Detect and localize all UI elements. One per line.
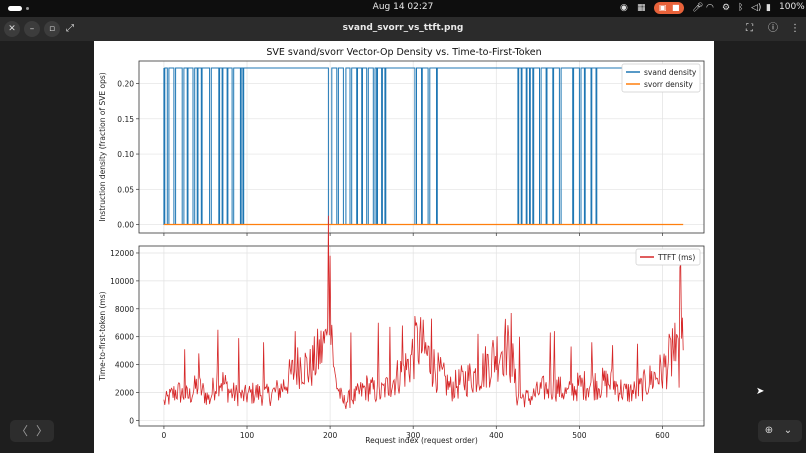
- axes-frame: [138, 245, 705, 427]
- zoom-in-icon: ⊕: [764, 425, 774, 436]
- legend-label-svorr: svorr density: [644, 80, 693, 89]
- y-tick-label: 10000: [110, 277, 134, 286]
- wifi-icon[interactable]: ◠: [706, 3, 714, 13]
- crop-icon: ⛶: [746, 23, 753, 34]
- battery-icon[interactable]: ▮: [766, 3, 771, 13]
- y-tick-label: 6000: [115, 333, 134, 342]
- y-axis-label: Instruction density (fraction of SVE ops…: [98, 72, 107, 221]
- legend-label-svand: svand density: [644, 68, 697, 77]
- next-image-button[interactable]: 〉: [34, 423, 50, 439]
- chevron-down-icon: ⌄: [783, 425, 793, 436]
- settings-icon[interactable]: ⚙: [722, 3, 731, 13]
- y-tick-label: 0.05: [117, 185, 134, 194]
- x-tick-label: 500: [572, 431, 587, 440]
- restore-button[interactable]: ▫: [44, 21, 60, 37]
- bluetooth-icon[interactable]: ᛒ: [738, 3, 744, 13]
- y-tick-label: 2000: [115, 389, 134, 398]
- close-icon: ✕: [8, 24, 16, 34]
- ttft-series: [163, 215, 684, 409]
- chart-title: SVE svand/svorr Vector-Op Density vs. Ti…: [266, 47, 541, 58]
- y-tick-label: 0.15: [117, 115, 134, 124]
- app-indicator-icon[interactable]: ▦: [637, 3, 646, 13]
- previous-image-button[interactable]: 〈: [14, 423, 30, 439]
- legend-label-ttft: TTFT (ms): [657, 253, 695, 262]
- y-tick-label: 8000: [115, 305, 134, 314]
- zoom-group: ⊕ ⌄: [758, 420, 802, 442]
- y-axis-label: Time-to-first-token (ms): [98, 291, 107, 381]
- chevron-left-icon: 〈: [15, 424, 28, 438]
- screen-record-icon[interactable]: ▣ ■: [654, 2, 684, 14]
- displayed-image: SVE svand/svorr Vector-Op Density vs. Ti…: [94, 41, 714, 453]
- volume-icon[interactable]: ◁): [751, 3, 762, 13]
- navigation-group: 〈 〉: [10, 420, 54, 442]
- viewer-header-bar: ✕ – ▫ ⤢ svand_svorr_vs_ttft.png ⛶ ⓘ ⋮: [0, 17, 806, 41]
- y-tick-label: 12000: [110, 249, 134, 258]
- y-tick-label: 0: [129, 416, 134, 425]
- system-top-bar: Aug 14 02:27 ◉ ▦ ▣ ■ 🎤︎ ◠ ⚙ ᛒ ◁) ▮ 100%: [0, 0, 806, 17]
- file-title: svand_svorr_vs_ttft.png: [342, 23, 464, 33]
- battery-percentage: 100%: [779, 2, 805, 12]
- menu-icon: ⋮: [790, 23, 800, 34]
- axes-frame: [138, 60, 705, 234]
- chevron-right-icon: 〉: [35, 424, 48, 438]
- restore-icon: ▫: [48, 24, 56, 34]
- legend-box: [621, 63, 701, 93]
- y-tick-label: 0.20: [117, 80, 134, 89]
- y-tick-label: 4000: [115, 361, 134, 370]
- x-axis-label: Request index (request order): [365, 436, 478, 445]
- zoom-button[interactable]: ⊕: [761, 423, 777, 439]
- minimize-icon: –: [29, 24, 35, 34]
- x-tick-label: 400: [489, 431, 504, 440]
- minimize-button[interactable]: –: [24, 21, 40, 37]
- fullscreen-icon: ⤢: [66, 23, 74, 34]
- mouse-cursor-icon: ➤: [756, 386, 765, 397]
- svand-density-series: [163, 67, 684, 225]
- zoom-menu-button[interactable]: ⌄: [780, 423, 796, 439]
- x-tick-label: 600: [655, 431, 670, 440]
- x-tick-label: 300: [406, 431, 421, 440]
- microphone-icon[interactable]: 🎤︎: [692, 3, 704, 13]
- workspace-indicator[interactable]: [26, 7, 29, 10]
- x-tick-label: 0: [162, 431, 167, 440]
- close-button[interactable]: ✕: [4, 21, 20, 37]
- y-tick-label: 0.00: [117, 221, 134, 230]
- x-tick-label: 200: [323, 431, 338, 440]
- chart-figure: SVE svand/svorr Vector-Op Density vs. Ti…: [98, 47, 705, 445]
- workspace-indicator-active[interactable]: [8, 6, 22, 11]
- app-indicator-icon[interactable]: ◉: [620, 3, 628, 13]
- crop-button[interactable]: ⛶: [746, 22, 753, 36]
- info-button[interactable]: ⓘ: [768, 22, 778, 36]
- menu-button[interactable]: ⋮: [790, 22, 800, 36]
- y-tick-label: 0.10: [117, 150, 134, 159]
- info-icon: ⓘ: [768, 23, 778, 34]
- legend-box: [635, 248, 701, 266]
- x-tick-label: 100: [240, 431, 255, 440]
- clock[interactable]: Aug 14 02:27: [372, 2, 434, 12]
- fullscreen-button[interactable]: ⤢: [66, 22, 74, 36]
